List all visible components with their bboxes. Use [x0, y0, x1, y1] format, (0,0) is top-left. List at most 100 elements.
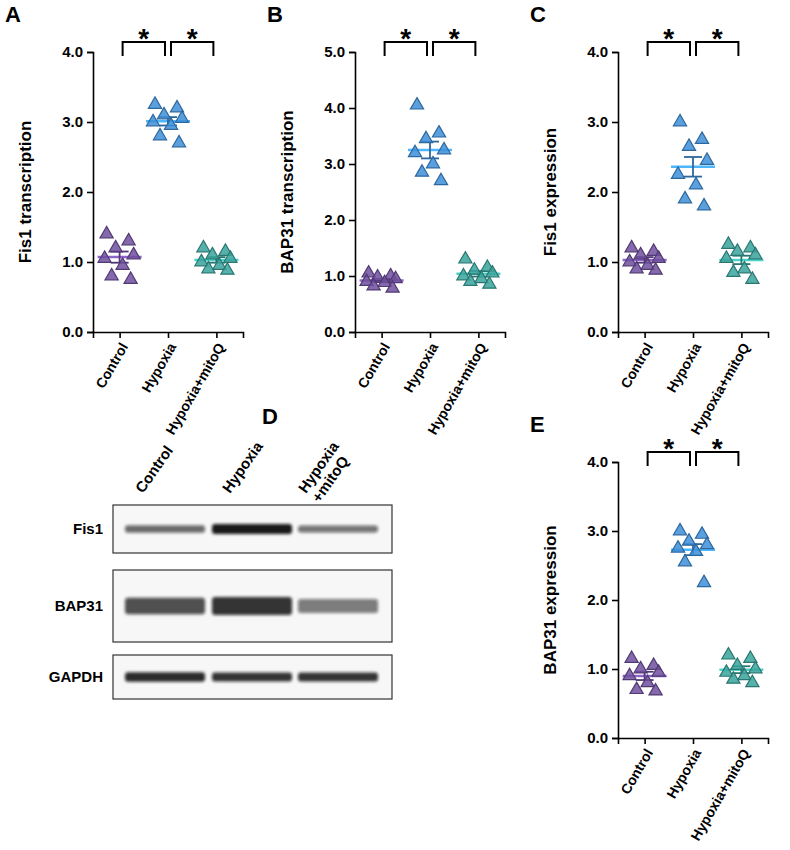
- point: [202, 261, 215, 272]
- error-bar-cap: [684, 156, 702, 158]
- y-tick-mark: [612, 52, 618, 54]
- x-tick-label: Control: [617, 746, 656, 797]
- error-bar-stem: [692, 157, 694, 177]
- point: [731, 244, 744, 255]
- point: [630, 261, 643, 272]
- band: [298, 599, 378, 613]
- error-bar: [111, 252, 129, 263]
- significance-label: *: [712, 433, 723, 464]
- x-tick-label: Hypoxia+mitoQ: [687, 340, 752, 437]
- lane-label: Hypoxia: [219, 438, 267, 496]
- y-tick-label: 2.0: [587, 183, 608, 200]
- y-tick-label: 5.0: [324, 43, 345, 60]
- y-tick-label: 4.0: [587, 43, 608, 60]
- point: [426, 156, 439, 167]
- point: [116, 258, 129, 269]
- y-tick: 1.0: [62, 253, 93, 270]
- x-tick-label: Control: [617, 340, 656, 391]
- point: [634, 661, 647, 672]
- y-tick: 2.0: [62, 183, 93, 200]
- significance-label: *: [449, 23, 460, 54]
- significance-label: *: [138, 23, 149, 54]
- y-tick-mark: [612, 262, 618, 264]
- lane-label-line: Control: [132, 442, 177, 495]
- x-tick: Hypoxia: [138, 332, 179, 395]
- y-tick-mark: [612, 462, 618, 464]
- x-tick: Hypoxia: [400, 332, 441, 395]
- y-tick: 1.0: [587, 660, 618, 677]
- y-tick-label: 3.0: [587, 113, 608, 130]
- x-axis-line: [619, 333, 769, 339]
- point: [224, 251, 237, 262]
- y-tick: 4.0: [587, 453, 618, 470]
- point: [652, 665, 665, 676]
- y-tick: 4.0: [324, 99, 355, 116]
- x-tick: Control: [617, 332, 656, 391]
- band: [212, 524, 292, 534]
- x-tick-mark: [381, 332, 383, 338]
- point: [153, 128, 166, 139]
- point: [682, 139, 695, 150]
- x-axis: ControlHypoxiaHypoxia+mitoQ: [92, 332, 243, 437]
- point: [434, 173, 447, 184]
- y-tick-label: 0.0: [62, 323, 83, 340]
- point: [175, 111, 188, 122]
- y-tick: 4.0: [587, 43, 618, 60]
- y-tick-mark: [87, 332, 93, 334]
- x-tick-mark: [216, 332, 218, 338]
- y-tick-mark: [87, 52, 93, 54]
- point: [432, 126, 445, 137]
- point: [671, 167, 684, 178]
- x-axis: ControlHypoxiaHypoxia+mitoQ: [617, 332, 768, 437]
- y-axis-title: Fis1 expression: [541, 128, 560, 257]
- y-tick-mark: [612, 192, 618, 194]
- y-axis: 0.01.02.03.04.0: [587, 453, 618, 746]
- panel-label: E: [530, 412, 545, 437]
- row-label: GAPDH: [49, 668, 103, 685]
- x-tick: Control: [354, 332, 393, 391]
- y-tick-label: 1.0: [324, 267, 345, 284]
- error-bar: [732, 256, 750, 264]
- point: [630, 682, 643, 693]
- point: [197, 240, 210, 251]
- error-bar: [684, 157, 702, 177]
- lane-label-line: +mitoQ: [308, 452, 352, 505]
- x-tick: Control: [92, 332, 131, 391]
- point: [689, 177, 702, 188]
- x-tick: Control: [617, 738, 656, 797]
- y-tick-mark: [612, 332, 618, 334]
- y-tick-mark: [349, 52, 355, 54]
- y-tick: 4.0: [62, 43, 93, 60]
- x-tick-mark: [644, 738, 646, 744]
- x-tick: Hypoxia+mitoQ: [162, 332, 227, 437]
- plot-area: [623, 114, 764, 283]
- x-axis-line: [356, 333, 506, 339]
- panel: B0.01.02.03.04.05.0BAP31 transcriptionCo…: [267, 2, 506, 437]
- point: [170, 100, 183, 111]
- y-axis-line: [612, 53, 619, 333]
- y-tick-mark: [349, 164, 355, 166]
- y-tick-mark: [349, 220, 355, 222]
- point: [100, 226, 113, 237]
- y-tick: 1.0: [324, 267, 355, 284]
- y-tick: 2.0: [587, 183, 618, 200]
- error-bar-cap: [732, 263, 750, 265]
- band: [212, 597, 292, 615]
- x-tick-label: Hypoxia: [663, 746, 704, 801]
- y-tick-label: 4.0: [587, 453, 608, 470]
- point: [727, 672, 740, 683]
- x-tick: Hypoxia: [663, 738, 704, 801]
- y-tick-label: 2.0: [324, 211, 345, 228]
- x-tick-mark: [693, 332, 695, 338]
- y-tick-mark: [87, 192, 93, 194]
- y-tick: 2.0: [587, 591, 618, 608]
- panel: E0.01.02.03.04.0BAP31 expressionControlH…: [530, 412, 769, 843]
- y-axis-title: BAP31 expression: [541, 525, 560, 674]
- y-axis-line: [349, 53, 356, 333]
- y-tick-label: 1.0: [62, 253, 83, 270]
- significance-label: *: [663, 433, 674, 464]
- point: [195, 254, 208, 265]
- band: [212, 672, 292, 681]
- y-tick: 0.0: [587, 729, 618, 746]
- point: [98, 251, 111, 262]
